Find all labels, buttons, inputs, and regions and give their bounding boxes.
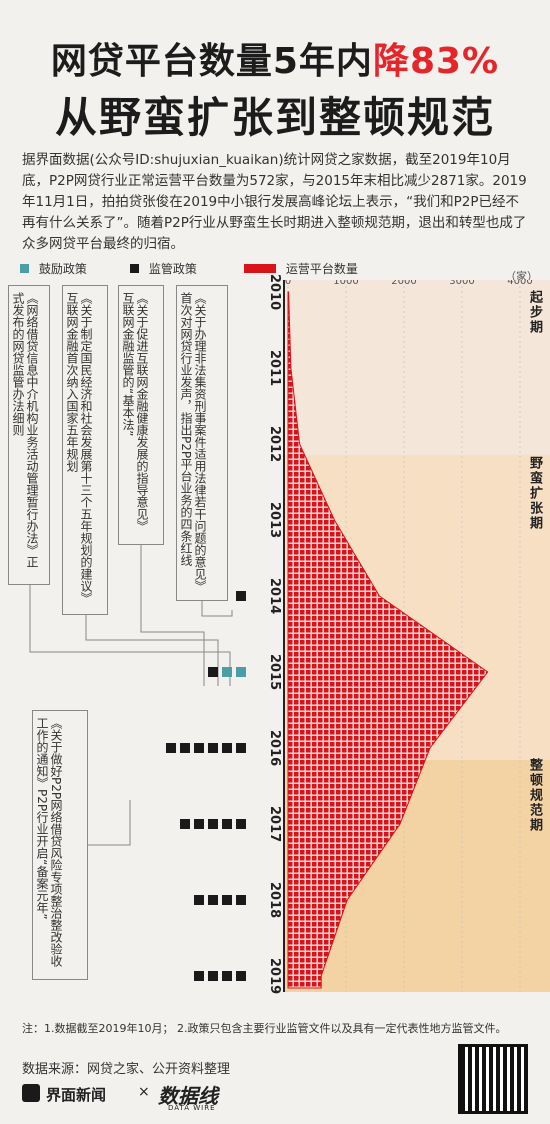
year-label-2018: 2018 <box>267 882 282 919</box>
regulate-marker <box>166 743 176 753</box>
regulate-marker <box>180 743 190 753</box>
phase-start: 起步期 <box>527 290 542 335</box>
regulate-marker <box>236 895 246 905</box>
legend-regulate-swatch <box>130 264 139 273</box>
jiemian-logo-icon <box>22 1084 40 1102</box>
policy-1-text: 《网络借贷信息中介机构业务活动管理暂行办法》正式发布的网贷监管办法细则 <box>11 292 39 568</box>
year-label-2014: 2014 <box>267 578 282 615</box>
regulate-marker <box>208 743 218 753</box>
encourage-marker <box>236 667 246 677</box>
title-highlight: 降83% <box>372 41 500 82</box>
legend-platforms-label: 运营平台数量 <box>285 262 358 276</box>
title-main: 网贷平台数量5年内 <box>50 41 373 82</box>
x-tick-label: 3000 <box>449 280 474 287</box>
policy-box-5: 《关于做好P2P网络借贷风险专项整治整改验收工作的通知》P2P行业开启“备案元年… <box>32 710 88 980</box>
policy-box-2: 《关于制定国民经济和社会发展第十三个五年规划的建议》互联网金融首次纳入国家五年规… <box>62 285 108 615</box>
year-label-2019: 2019 <box>267 958 282 995</box>
regulate-marker <box>222 819 232 829</box>
qr-code-icon <box>458 1044 528 1114</box>
year-label-2010: 2010 <box>267 274 282 311</box>
regulate-marker <box>222 743 232 753</box>
brand-datawire-sub: DATA WIRE <box>168 1104 216 1112</box>
policy-markers <box>166 591 246 981</box>
year-label-2015: 2015 <box>267 654 282 691</box>
phase-expansion: 野蛮扩张期 <box>527 456 542 531</box>
policy-4-text: 《关于办理非法集资刑事案件适用法律若干问题的意见》首次对网贷行业发声，指出P2P… <box>179 292 207 592</box>
platform-count-area <box>287 291 489 989</box>
page-subtitle: 从野蛮扩张到整顿规范 <box>54 93 495 142</box>
x-tick-label: 1000 <box>333 280 358 287</box>
regulate-marker <box>180 819 190 829</box>
regulate-marker <box>222 895 232 905</box>
policy-2-text: 《关于制定国民经济和社会发展第十三个五年规划的建议》互联网金融首次纳入国家五年规… <box>65 292 93 604</box>
unit-label: （家） <box>505 270 538 283</box>
legend-platforms: 运营平台数量 <box>244 260 358 277</box>
year-label-2017: 2017 <box>267 806 282 843</box>
legend-regulate: 监管政策 <box>130 260 197 277</box>
x-axis: 0 1000 2000 3000 4000 <box>285 280 533 992</box>
regulate-marker <box>194 971 204 981</box>
year-label-2016: 2016 <box>267 730 282 767</box>
regulate-marker <box>236 971 246 981</box>
policy-5-text: 《关于做好P2P网络借贷风险专项整治整改验收工作的通知》P2P行业开启“备案元年… <box>35 717 63 968</box>
brand-jiemian: 界面新闻 <box>46 1086 107 1104</box>
legend-encourage-swatch <box>20 264 29 273</box>
data-source: 数据来源：网贷之家、公开资料整理 <box>22 1062 231 1077</box>
year-label-2013: 2013 <box>267 502 282 539</box>
regulate-marker <box>194 819 204 829</box>
policy-box-4: 《关于办理非法集资刑事案件适用法律若干问题的意见》首次对网贷行业发声，指出P2P… <box>176 285 228 601</box>
phase-band-1 <box>284 280 550 455</box>
x-tick-label: 0 <box>285 280 291 287</box>
policy-box-3: 《关于促进互联网金融健康发展的指导意见》互联网金融监管的“基本法” <box>118 285 164 545</box>
year-label-2011: 2011 <box>267 350 282 387</box>
legend-regulate-label: 监管政策 <box>148 262 197 276</box>
regulate-marker <box>236 591 246 601</box>
year-label-2012: 2012 <box>267 426 282 463</box>
page-title: 网贷平台数量5年内降83% <box>0 32 550 84</box>
policy-connector-4 <box>201 601 233 617</box>
regulate-marker <box>236 743 246 753</box>
x-tick-label: 2000 <box>391 280 416 287</box>
phase-regulation: 整顿规范期 <box>527 758 542 833</box>
x-tick-label: 4000 <box>507 280 532 287</box>
legend-encourage: 鼓励政策 <box>20 260 87 277</box>
policy-connector-5 <box>88 800 131 846</box>
brand-datawire: 数据线 <box>158 1084 218 1108</box>
chart-svg: 0 1000 2000 3000 4000 <box>29 280 550 992</box>
regulate-marker <box>194 743 204 753</box>
regulate-marker <box>222 971 232 981</box>
legend-encourage-label: 鼓励政策 <box>38 262 87 276</box>
policy-connector-2 <box>85 615 219 686</box>
regulate-marker <box>208 819 218 829</box>
policy-box-1: 《网络借贷信息中介机构业务活动管理暂行办法》正式发布的网贷监管办法细则 <box>8 285 50 585</box>
legend-platforms-swatch <box>244 264 276 273</box>
encourage-marker <box>222 667 232 677</box>
footnote: 注：1.数据截至2019年10月； 2.政策只包含主要行业监管文件以及具有一定代… <box>22 1022 507 1035</box>
regulate-marker <box>208 895 218 905</box>
intro-text: 据界面数据(公众号ID:shujuxian_kuaikan)统计网贷之家数据，截… <box>22 152 527 252</box>
regulate-marker <box>236 819 246 829</box>
brand-separator: × <box>138 1084 150 1100</box>
regulate-marker <box>208 667 218 677</box>
policy-connector-3 <box>140 545 205 686</box>
policy-3-text: 《关于促进互联网金融健康发展的指导意见》互联网金融监管的“基本法” <box>121 292 149 532</box>
regulate-marker <box>194 895 204 905</box>
regulate-marker <box>208 971 218 981</box>
